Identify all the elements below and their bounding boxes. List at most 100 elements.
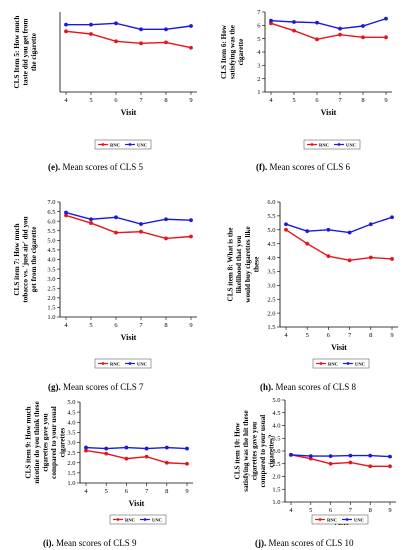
data-point-unc [104,446,109,451]
x-tick-label: 7 [349,507,353,514]
data-point-rnc [284,227,288,232]
x-axis-title: Visit [129,499,145,508]
y-axis-title-line: likelihood that you [235,236,243,294]
legend-box [311,514,369,525]
y-tick-label: 3.0 [272,448,280,455]
legend-label: RNC [327,517,337,522]
y-axis-title-line: cigarettes gave you [251,422,259,480]
y-tick-label: 3.5 [67,430,75,437]
y-tick-label: 1.5 [267,324,275,331]
legend-label: RNC [328,361,338,366]
data-point-unc [144,446,149,451]
y-tick-label: 3 [257,63,260,70]
y-tick-label: 2.0 [272,474,280,481]
data-point-rnc [338,32,342,37]
legend: RNC UNC [109,514,167,525]
x-tick-label: 4 [64,322,68,329]
data-point-rnc [185,461,189,466]
legend-marker [318,518,322,521]
x-tick-label: 8 [164,97,167,104]
legend-label: RNC [125,517,135,522]
legend-marker [116,518,120,521]
legend-marker [128,143,132,146]
figure-caption: (f). Mean scores of CLS 6 [256,162,350,172]
x-tick-label: 6 [327,332,331,339]
data-point-rnc [164,40,168,45]
y-tick-label: 2.5 [67,450,75,457]
x-tick-label: 5 [89,322,92,329]
y-tick-label: 5.0 [267,227,275,234]
legend-label: UNC [346,142,356,147]
data-point-unc [361,24,365,28]
series-line-unc [85,446,188,450]
x-axis-title: Visit [321,108,337,117]
x-tick-label: 7 [338,97,342,104]
chart-panel-2: 1 2 3 4 5 6 7 4 5 6 7 8 9 Visit CLS Item 6: Howsatisfy… [220,9,392,172]
data-point-unc [164,445,169,450]
caption-text: Mean scores of CLS 9 [54,538,137,548]
data-point-rnc [292,28,296,33]
y-tick-label: 5.5 [267,213,275,220]
legend-marker [128,362,132,365]
data-point-unc [89,217,93,222]
x-tick-label: 6 [125,488,129,495]
y-tick-label: 6.0 [47,218,55,225]
series-line-rnc [285,229,393,262]
y-axis-title: CLS item 8: What is thelikelihood that y… [227,226,261,302]
caption-text: Mean scores of CLS 8 [273,382,356,392]
data-point-rnc [315,37,319,42]
data-point-rnc [164,460,169,465]
x-tick-label: 4 [284,332,288,339]
x-tick-label: 8 [369,332,372,339]
y-axis-title: CLS item 9: How muchnicotine do you thin… [24,401,66,483]
data-point-rnc [124,456,129,461]
data-point-unc [189,218,193,223]
y-tick-label: 2.5 [47,285,55,292]
y-tick-label: 2.5 [267,296,275,303]
y-tick-label: 5.0 [67,399,75,406]
chart-panel-4: 1.5 2.0 2.5 3.0 3.5 4.0 4.5 5.0 5.5 6.0 4 5 6 7 8 9 Visi… [227,199,398,392]
legend-marker [345,518,349,521]
data-point-rnc [390,257,394,261]
y-tick-label: 1.0 [47,314,55,321]
data-point-rnc [305,241,310,246]
data-point-unc [308,454,313,458]
y-tick-label: 2 [257,76,260,83]
y-axis-title: CLS Item 6: Howsatisfying was thecigaret… [220,24,245,79]
data-point-rnc [139,229,143,234]
figure-caption: (j). Mean scores of CLS 10 [255,538,354,548]
x-tick-label: 8 [164,322,167,329]
data-point-rnc [114,39,118,44]
y-tick-label: 2.0 [267,310,275,317]
legend-marker [310,143,314,146]
data-point-unc [114,215,118,220]
data-point-rnc [144,454,149,459]
y-tick-label: 6.5 [47,209,55,216]
caption-text: Mean scores of CLS 5 [60,162,143,172]
data-point-unc [289,452,293,457]
data-point-unc [64,22,68,27]
x-tick-label: 6 [315,97,319,104]
y-tick-label: 4.0 [47,257,55,264]
y-tick-label: 4.5 [67,409,75,416]
data-point-unc [384,16,388,21]
y-axis-title-line: CLS item 10: How [233,422,241,480]
caption-letter: (f). [256,162,267,172]
y-tick-label: 4 [257,49,261,56]
data-point-unc [124,445,129,450]
data-point-unc [89,22,93,27]
y-axis-title-line: get from the cigarette [30,227,38,293]
legend-box [109,514,167,525]
legend-label: UNC [137,142,147,147]
y-tick-label: 4.0 [272,423,280,430]
x-tick-label: 9 [185,488,188,495]
x-tick-label: 6 [114,97,118,104]
y-axis-title-line: cigarette [237,39,245,66]
y-axis-title-line: CLS Item 6: How [220,24,228,79]
data-point-rnc [139,41,143,46]
y-tick-label: 1 [257,89,260,96]
x-tick-label: 5 [89,97,92,104]
series-line-rnc [85,449,188,465]
data-point-rnc [368,255,373,260]
x-tick-label: 9 [189,97,192,104]
